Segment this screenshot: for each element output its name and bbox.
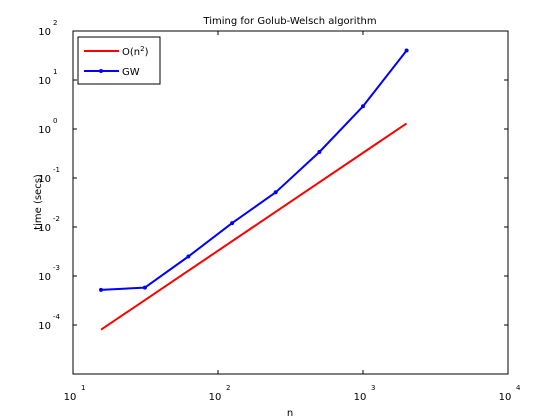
data-point-1 [186,254,191,259]
y-tick-label: 10 [38,272,51,283]
series-line-1 [100,49,408,291]
x-tick-exponent: 2 [226,384,230,392]
x-tick-label: 10 [64,392,77,403]
y-tick-label: 10 [38,27,51,38]
data-point-1 [317,150,322,154]
legend-label-gw: GW [122,67,140,78]
x-tick-exponent: 1 [81,384,85,392]
data-point-1 [404,48,409,53]
legend: O(n2) GW [77,36,161,85]
y-tick-label: 10 [38,76,51,87]
legend-box [77,36,161,85]
y-tick-exponent: -2 [53,215,60,223]
x-tick-exponent: 4 [516,384,521,392]
data-point-1 [230,221,235,226]
y-tick-label: 10 [38,223,51,234]
x-tick-label: 10 [354,392,367,403]
data-point-1 [99,287,103,292]
x-tick-label: 10 [209,392,222,403]
legend-marker-gw [99,69,103,73]
chart-title: Timing for Golub-Welsch algorithm [202,16,376,27]
y-tick-exponent: 0 [53,117,57,125]
y-tick-exponent: 2 [53,19,57,27]
x-tick-exponent: 3 [371,384,375,392]
y-axis-label: time (secs) [33,174,44,230]
data-point-1 [273,190,278,195]
data-point-1 [361,104,365,109]
legend-label-on2: O(n2) [122,45,149,58]
y-tick-label: 10 [38,125,51,136]
y-tick-exponent: 1 [53,68,57,76]
x-axis-label: n [287,408,293,419]
y-tick-exponent: -3 [53,264,60,272]
y-tick-label: 10 [38,321,51,332]
data-point-1 [142,285,147,290]
series-line-0 [100,122,408,331]
series-layer [99,48,409,331]
x-tick-label: 10 [499,392,512,403]
y-tick-label: 10 [38,174,51,185]
y-tick-exponent: -1 [53,166,60,174]
y-tick-exponent: -4 [53,313,61,321]
